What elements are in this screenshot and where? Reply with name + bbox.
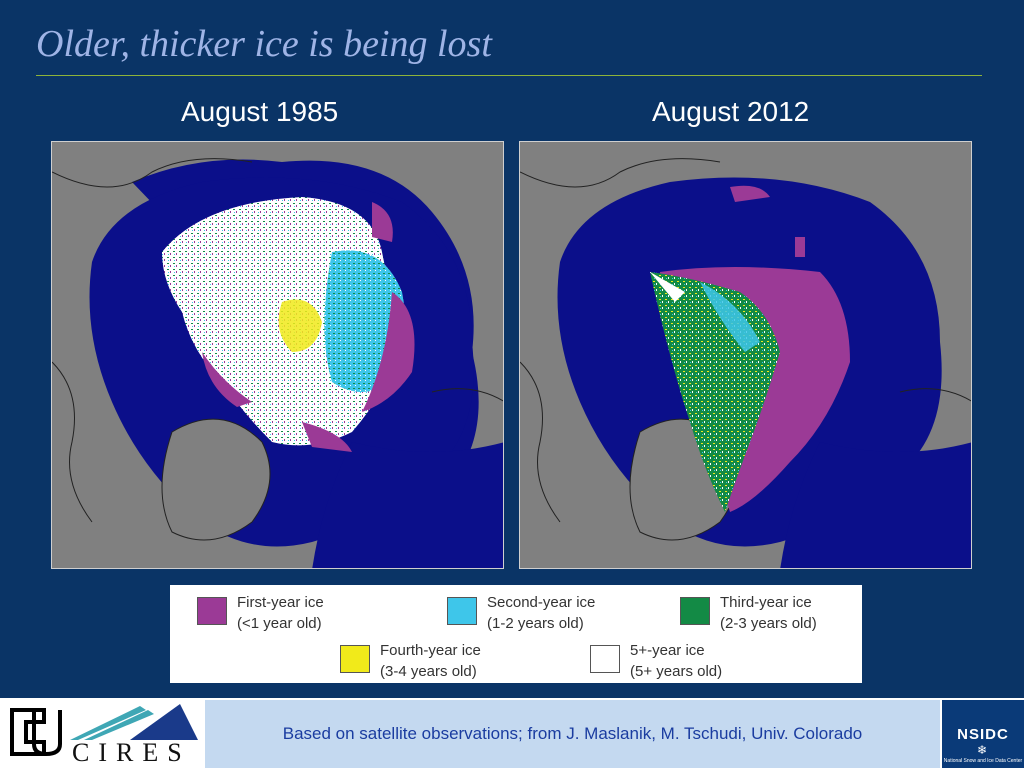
legend-text-fourth-year: Fourth-year ice (3-4 years old) xyxy=(380,642,481,680)
credit-text: Based on satellite observations; from J.… xyxy=(282,724,863,743)
arctic-ice-map-1985 xyxy=(51,141,504,569)
cires-logo-graphic xyxy=(70,702,200,742)
legend-swatch-five-plus-year xyxy=(590,645,620,673)
nsidc-logo-subtext: National Snow and Ice Data Center xyxy=(943,758,1023,764)
legend-text-first-year: First-year ice (<1 year old) xyxy=(237,594,324,632)
ice-age-legend: First-year ice (<1 year old) Second-year … xyxy=(170,585,862,683)
legend-swatch-third-year xyxy=(680,597,710,625)
cires-mountain-icon xyxy=(70,704,198,740)
credit-band: Based on satellite observations; from J.… xyxy=(205,700,940,768)
arctic-ice-map-2012 xyxy=(519,141,972,569)
slide-title: Older, thicker ice is being lost xyxy=(36,23,492,65)
legend-text-third-year: Third-year ice (2-3 years old) xyxy=(720,594,817,632)
snowflake-icon: ❄ xyxy=(977,743,988,757)
legend-swatch-first-year xyxy=(197,597,227,625)
map-label-1985: August 1985 xyxy=(181,96,339,127)
legend-text-five-plus-year: 5+-year ice (5+ years old) xyxy=(630,642,723,680)
nsidc-logo: NSIDC ❄ National Snow and Ice Data Cente… xyxy=(942,700,1024,768)
cu-logo xyxy=(6,704,66,760)
legend-swatch-second-year xyxy=(447,597,477,625)
legend-swatch-fourth-year xyxy=(340,645,370,673)
cu-logo-icon xyxy=(10,708,62,757)
map-label-2012: August 2012 xyxy=(652,96,810,127)
legend-text-second-year: Second-year ice (1-2 years old) xyxy=(487,594,596,632)
nsidc-logo-text: NSIDC xyxy=(957,726,1009,743)
title-divider xyxy=(36,75,982,76)
cires-logo-text: CIRES xyxy=(72,738,191,767)
